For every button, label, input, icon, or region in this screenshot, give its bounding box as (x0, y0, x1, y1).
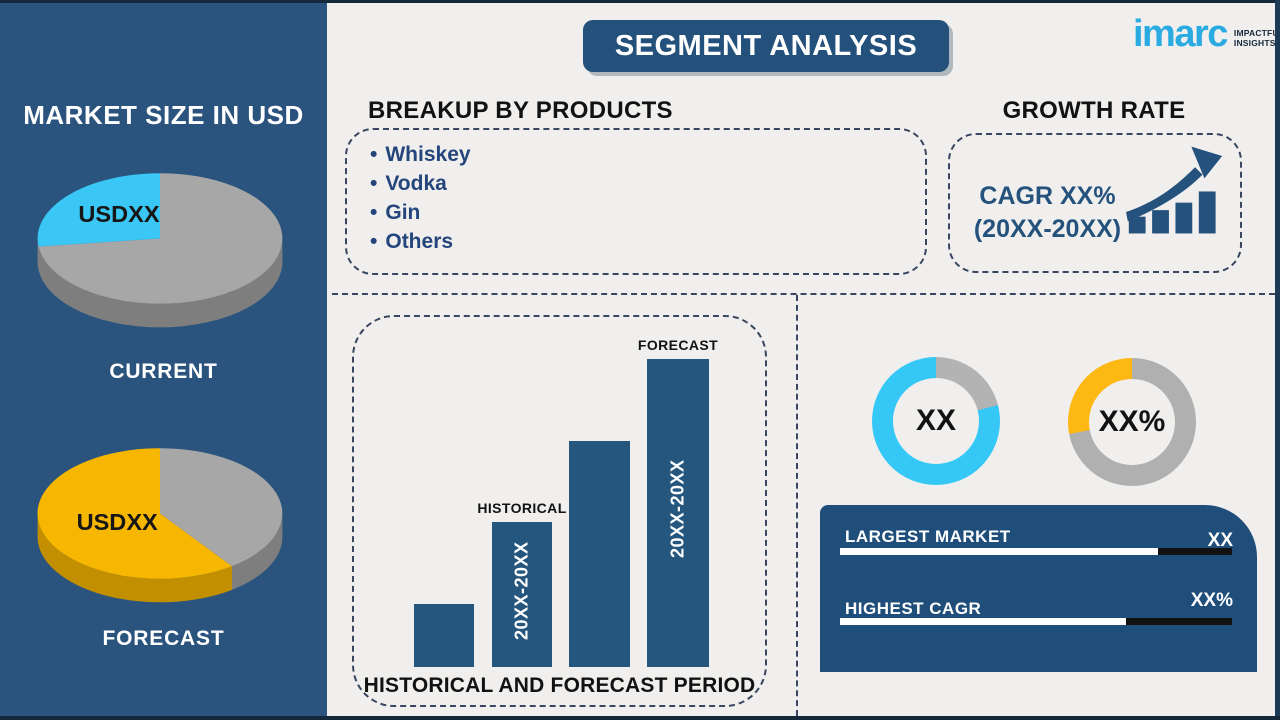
pie-slice-rest (160, 448, 283, 567)
pie-side-wall (37, 238, 283, 328)
current-pie-chart: USDXX (37, 173, 283, 328)
vertical-divider (796, 295, 798, 716)
period-caption: HISTORICAL AND FORECAST PERIOD (363, 674, 756, 697)
list-item: • Whiskey (370, 143, 471, 166)
imarc-logo: imarc IMPACTFUL INSIGHTS (1133, 10, 1280, 58)
breakup-box (345, 128, 927, 275)
largest-market-bar (840, 548, 1232, 555)
pie-slice-highlight (37, 173, 161, 247)
highest-cagr-bar (840, 618, 1232, 625)
period-bar-4-label: 20XX-20XX (667, 459, 688, 559)
current-pie-caption: CURRENT (109, 360, 218, 383)
product-list: • Whiskey • Vodka • Gin • Others (370, 140, 471, 256)
sidebar-heading: MARKET SIZE IN USD (23, 100, 304, 130)
period-bar-4: 20XX-20XX (647, 359, 709, 667)
forecast-pie-value: USDXX (77, 509, 158, 535)
list-item: • Others (370, 230, 454, 253)
highest-cagr-bar-fill (840, 618, 1127, 625)
growth-chart-icon (1126, 146, 1223, 234)
frame-bottom-edge (0, 716, 1280, 720)
highest-cagr-value: XX% (1190, 590, 1233, 611)
forecast-pie-chart: USDXX (37, 448, 283, 603)
pie-slice-highlight (37, 448, 232, 579)
frame-top-edge (0, 0, 1280, 3)
growth-heading: GROWTH RATE (1002, 97, 1186, 124)
forecast-label: FORECAST (637, 337, 719, 353)
largest-market-bar-fill (840, 548, 1158, 555)
period-chart-box: HISTORICAL FORECAST 20XX-20XX 20XX-20XX … (352, 315, 767, 707)
page-title-text: SEGMENT ANALYSIS (614, 29, 918, 62)
horizontal-divider (332, 293, 1275, 295)
period-bar-3 (569, 441, 630, 667)
frame-right-edge (1275, 0, 1280, 720)
current-pie-value: USDXX (78, 201, 159, 227)
market-size-sidebar: MARKET SIZE IN USD USDXX CURRENT USDXX F… (0, 0, 327, 720)
donut-center-label: XX (915, 404, 957, 437)
largest-market-donut: XX (872, 357, 1000, 485)
page-title: SEGMENT ANALYSIS (583, 20, 949, 72)
donut-hole: XX (893, 378, 979, 464)
donut-center-label: XX% (1098, 405, 1166, 438)
cagr-text: CAGR XX% (20XX-20XX) (973, 182, 1122, 243)
pie-side-wall-rest (231, 513, 283, 590)
largest-market-value: XX (1207, 530, 1233, 551)
period-bar-2-label: 20XX-20XX (511, 541, 532, 640)
breakup-heading: BREAKUP BY PRODUCTS (368, 97, 673, 124)
logo-wordmark: imarc (1133, 13, 1228, 55)
stats-panel: LARGEST MARKET XX HIGHEST CAGR XX% (820, 505, 1257, 672)
growth-box (948, 133, 1242, 273)
highest-cagr-label: HIGHEST CAGR (845, 599, 982, 618)
period-bar-1 (414, 604, 474, 667)
donut-hole: XX% (1089, 379, 1175, 465)
list-item: • Gin (370, 201, 421, 224)
pie-side-wall-slice (37, 513, 232, 603)
logo-tagline: IMPACTFUL INSIGHTS (1233, 27, 1280, 48)
pie-slice-rest (38, 173, 283, 304)
list-item: • Vodka (370, 172, 447, 195)
historical-label: HISTORICAL (477, 500, 567, 516)
highest-cagr-donut: XX% (1068, 358, 1196, 486)
period-bar-2: 20XX-20XX (492, 522, 552, 667)
forecast-pie-caption: FORECAST (102, 627, 225, 650)
largest-market-label: LARGEST MARKET (845, 527, 1011, 546)
